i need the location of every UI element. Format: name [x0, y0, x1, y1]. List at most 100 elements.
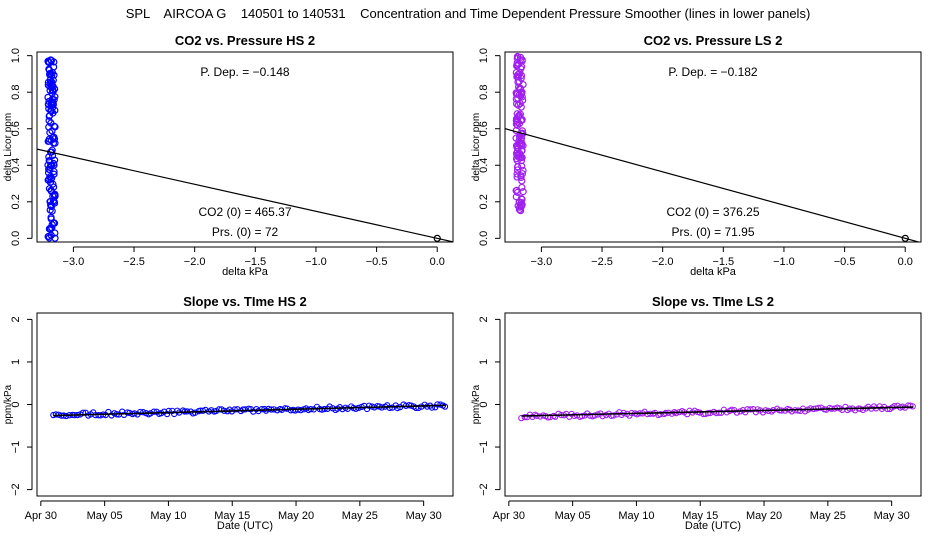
y-tick-label: 2	[10, 316, 22, 322]
data-point	[47, 119, 55, 127]
data-point	[514, 53, 522, 61]
data-point	[46, 166, 54, 174]
y-axis-label: delta Licor ppm	[3, 113, 14, 181]
y-tick-label: 0	[478, 401, 490, 407]
chart-title: Slope vs. TIme HS 2	[183, 294, 307, 309]
data-point	[45, 66, 53, 74]
x-tick-label: −3.0	[531, 256, 553, 268]
annotation-prs-zero: Prs. (0) = 71.95	[671, 225, 754, 239]
y-tick-label: −1	[478, 441, 490, 454]
fit-line	[37, 148, 453, 242]
y-tick-label: 1.0	[478, 48, 490, 63]
data-point	[859, 406, 867, 414]
y-tick-label: 0.6	[478, 121, 490, 136]
data-point	[47, 57, 56, 65]
data-point	[518, 177, 526, 185]
data-point	[515, 60, 523, 68]
data-point	[517, 72, 526, 80]
y-tick-label: 2	[478, 316, 490, 322]
data-point	[516, 99, 524, 108]
data-point	[245, 405, 252, 412]
x-tick-label: −2.5	[591, 256, 613, 268]
y-tick-label: 0.0	[10, 231, 22, 246]
data-point	[516, 53, 525, 61]
y-tick-label: 0.2	[478, 194, 490, 209]
data-point	[518, 116, 526, 124]
reference-point	[901, 234, 909, 242]
data-point	[48, 207, 56, 215]
data-point	[516, 84, 524, 92]
data-point	[48, 78, 56, 86]
data-point	[728, 406, 735, 413]
data-point	[261, 405, 268, 413]
data-point	[512, 100, 521, 108]
data-point	[513, 173, 521, 181]
x-tick-label: May 25	[810, 510, 846, 522]
y-tick-label: 0.2	[10, 194, 22, 209]
x-tick-label: Apr 30	[493, 510, 525, 522]
x-axis-label: delta kPa	[690, 266, 737, 278]
data-point	[747, 406, 754, 413]
data-point	[297, 406, 304, 414]
data-point	[517, 173, 525, 181]
data-point	[521, 413, 528, 421]
data-point	[47, 187, 56, 195]
reference-point	[433, 234, 441, 242]
x-tick-label: May 15	[214, 510, 250, 522]
x-tick-label: May 05	[555, 510, 591, 522]
data-point	[49, 180, 57, 188]
y-axis-label: ppm/kPa	[3, 384, 14, 424]
y-tick-label: 1	[478, 359, 490, 365]
data-point	[817, 404, 825, 411]
x-tick-label: May 30	[874, 510, 910, 522]
plot-area	[518, 402, 916, 422]
data-point	[707, 409, 714, 417]
annotation-p-dep: P. Dep. = −0.148	[200, 65, 290, 79]
plot-frame	[36, 312, 454, 497]
x-tick-label: Apr 30	[25, 510, 57, 522]
x-tick-label: −1.5	[244, 256, 266, 268]
data-point	[514, 83, 523, 91]
x-tick-label: −2.5	[123, 256, 145, 268]
x-tick-label: −2.0	[184, 256, 206, 268]
data-point	[202, 406, 209, 414]
data-point	[231, 406, 238, 413]
y-tick-label: 0.4	[10, 158, 22, 173]
data-point	[137, 408, 144, 416]
plot-area	[505, 52, 921, 242]
data-point	[517, 157, 526, 165]
data-point	[704, 410, 712, 417]
data-point	[591, 412, 598, 419]
plot-area	[50, 401, 449, 420]
data-point	[241, 406, 249, 413]
data-point	[517, 201, 525, 209]
annotation-co2-zero: CO2 (0) = 465.37	[198, 205, 291, 219]
x-tick-label: −1.0	[773, 256, 795, 268]
annotation-prs-zero: Prs. (0) = 72	[212, 225, 279, 239]
data-point	[140, 409, 147, 416]
data-point	[412, 404, 420, 412]
data-point	[644, 410, 651, 418]
data-point	[788, 408, 795, 415]
y-tick-label: −2	[10, 483, 22, 496]
data-point	[512, 193, 520, 201]
data-point	[513, 166, 522, 174]
annotation-co2-zero: CO2 (0) = 376.25	[666, 205, 759, 219]
data-point	[578, 412, 586, 420]
y-tick-label: −1	[10, 441, 22, 454]
data-point	[715, 409, 723, 416]
data-point	[815, 404, 822, 412]
x-axis-label: Date (UTC)	[217, 520, 273, 532]
data-point	[512, 142, 521, 150]
data-point	[51, 229, 59, 237]
smoother-line	[53, 404, 446, 417]
x-tick-label: May 10	[150, 510, 186, 522]
smoother-line	[521, 406, 914, 417]
plot-frame	[36, 51, 454, 243]
data-point	[44, 57, 52, 65]
data-point	[150, 408, 157, 415]
data-point	[50, 133, 58, 141]
x-axis-label: delta kPa	[222, 266, 269, 278]
data-point	[723, 409, 730, 416]
data-point	[386, 404, 393, 412]
